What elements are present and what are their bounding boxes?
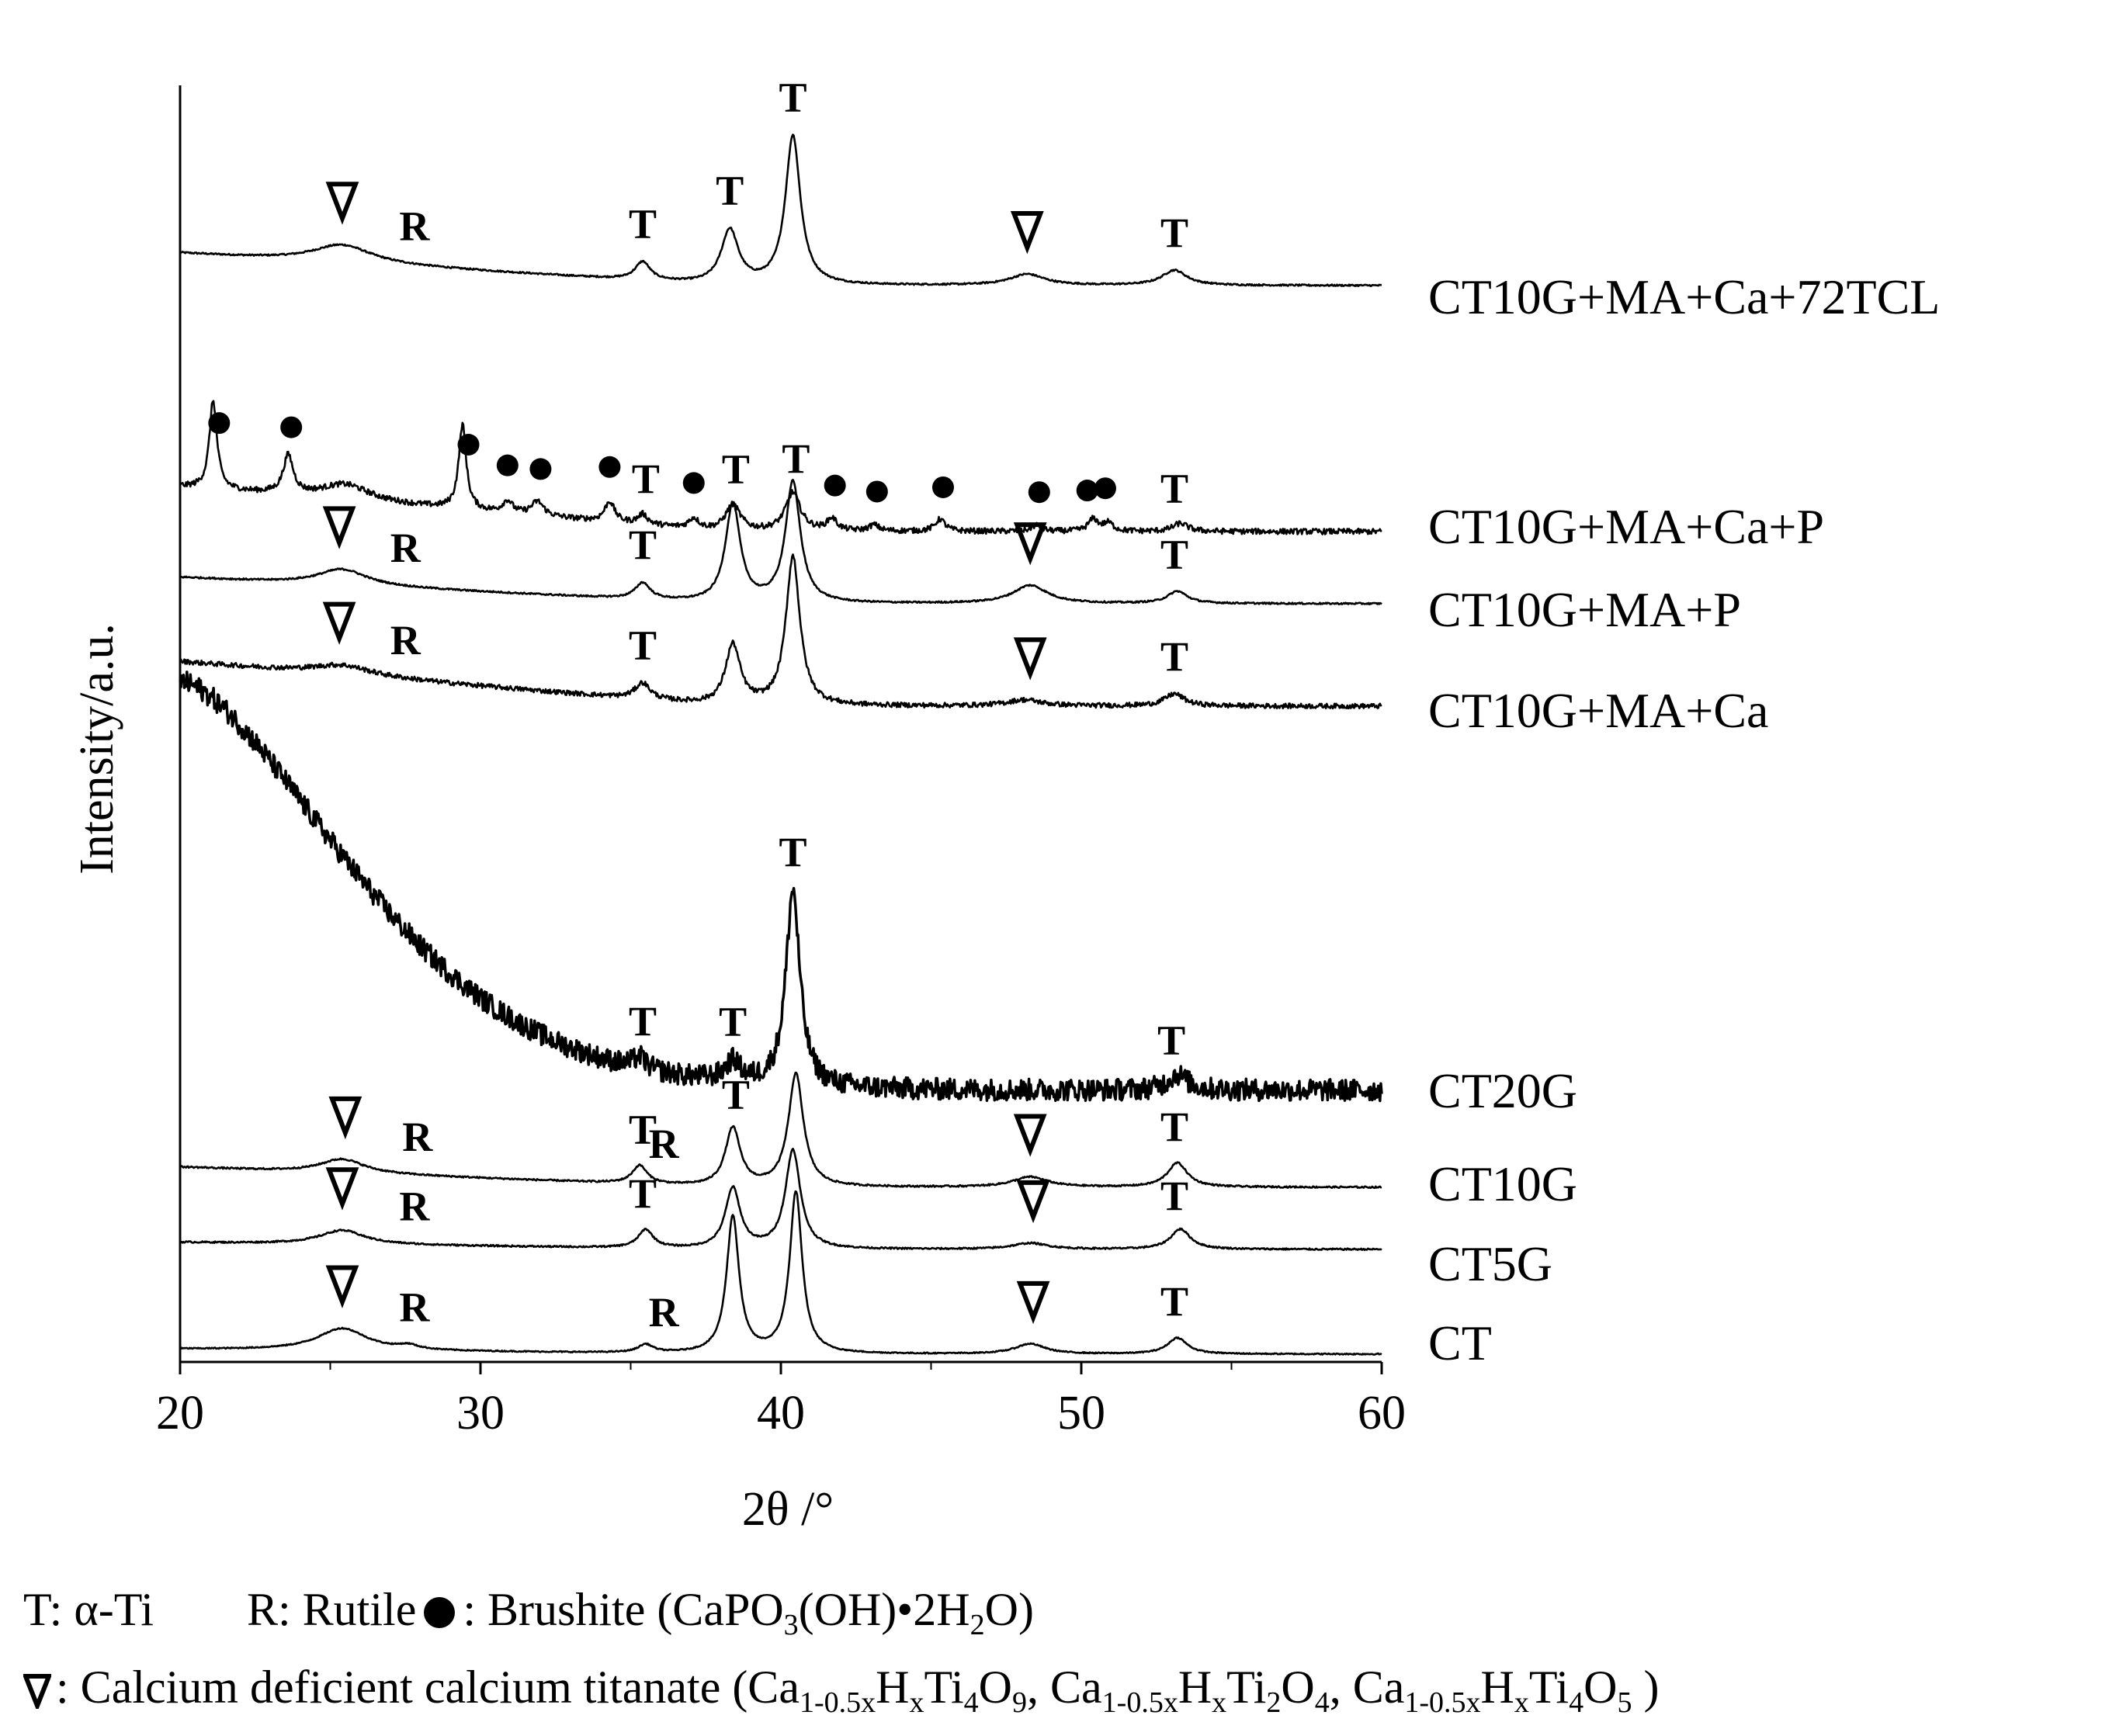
- brushite-dot-marker: [1094, 477, 1116, 500]
- series-label: CT10G+MA+Ca: [1428, 683, 1768, 738]
- titanate-triangle-marker: [325, 1265, 359, 1308]
- peak-marker-t: T: [1160, 1173, 1188, 1219]
- titanate-triangle-marker: [328, 1096, 362, 1140]
- brushite-dot-marker: [496, 454, 519, 476]
- peak-marker-r: R: [649, 1121, 680, 1167]
- peak-marker-r: R: [399, 203, 430, 249]
- brushite-dot-marker: [1076, 480, 1098, 502]
- x-tick-label: 50: [1057, 1387, 1105, 1440]
- series-label: CT20G: [1428, 1063, 1577, 1118]
- peak-marker-t: T: [1160, 1278, 1188, 1325]
- axes: 20 30 40 50 60: [156, 85, 1406, 1440]
- peak-marker-t: T: [629, 1170, 657, 1217]
- peak-marker-t: T: [779, 74, 806, 120]
- brushite-dot-marker: [208, 412, 231, 435]
- titanate-triangle-marker: [1013, 522, 1047, 566]
- peak-marker-t: T: [722, 1072, 750, 1118]
- brushite-dot-marker: [529, 458, 552, 480]
- peak-marker-t: T: [1157, 1017, 1185, 1064]
- brushite-dot-marker: [280, 416, 303, 438]
- brushite-dot-marker: [865, 480, 888, 503]
- series-line-1: [179, 400, 1382, 535]
- peak-marker-t: T: [629, 998, 657, 1045]
- brushite-dot-marker: [824, 474, 846, 497]
- titanate-triangle-icon: [23, 1674, 51, 1709]
- peak-marker-t: T: [1160, 532, 1188, 578]
- titanate-triangle-marker: [322, 506, 356, 549]
- brushite-dot-icon: [424, 1597, 456, 1628]
- peak-marker-r: R: [390, 617, 421, 664]
- peak-marker-t: T: [779, 829, 806, 875]
- series-label: CT5G: [1428, 1236, 1552, 1291]
- series-label: CT: [1428, 1315, 1492, 1370]
- titanate-triangle-marker: [1016, 1180, 1050, 1224]
- peak-marker-r: R: [402, 1114, 433, 1160]
- titanate-triangle-marker: [325, 1167, 359, 1211]
- y-axis-label: Intensity/a.u.: [71, 623, 123, 875]
- peak-marker-t: T: [629, 521, 657, 568]
- titanate-triangle-marker: [1016, 1280, 1050, 1325]
- peak-marker-t: T: [1160, 1104, 1188, 1150]
- titanate-triangle-marker: [322, 601, 356, 645]
- series-line-0: [179, 133, 1382, 287]
- peak-marker-t: T: [716, 167, 744, 213]
- peak-marker-t: T: [782, 435, 810, 482]
- peak-marker-t: T: [629, 622, 657, 668]
- series-labels: CT10G+MA+Ca+72TCL CT10G+MA+Ca+P CT10G+MA+P…: [1428, 269, 1940, 1370]
- x-axis-label: 2θ /°: [742, 1483, 834, 1536]
- x-tick-label: 30: [456, 1387, 505, 1440]
- legend-titanate: : Calcium deficient calcium titanate (Ca…: [56, 1662, 1660, 1719]
- brushite-dot-marker: [682, 472, 705, 494]
- series-line-5: [179, 1071, 1382, 1190]
- series-line-3: [179, 553, 1382, 710]
- brushite-dot-marker: [1028, 481, 1050, 504]
- titanate-triangle-marker: [325, 182, 359, 225]
- series-label: CT10G+MA+Ca+P: [1428, 499, 1824, 554]
- peak-marker-t: T: [719, 999, 747, 1045]
- titanate-triangle-marker: [1010, 211, 1044, 255]
- peak-marker-t: T: [1160, 633, 1188, 680]
- peak-marker-r: R: [399, 1284, 430, 1331]
- peak-marker-t: T: [722, 446, 750, 493]
- series-line-2: [179, 478, 1382, 606]
- series-line-6: [179, 1148, 1382, 1252]
- titanate-triangle-marker: [1013, 1114, 1047, 1157]
- peak-marker-t: T: [632, 456, 660, 502]
- peak-marker-t: T: [629, 1107, 657, 1153]
- brushite-dot-marker: [931, 476, 954, 498]
- peak-marker-r: R: [649, 1289, 680, 1336]
- x-tick-label: 20: [156, 1387, 204, 1440]
- legend-line-2: : Calcium deficient calcium titanate (Ca…: [23, 1661, 1659, 1720]
- series-line-4: [179, 670, 1383, 1103]
- x-tick-label: 40: [757, 1387, 805, 1440]
- series-group: [179, 133, 1383, 1356]
- series-label: CT10G+MA+P: [1428, 582, 1741, 637]
- peak-marker-t: T: [1160, 210, 1188, 256]
- x-tick-label: 60: [1358, 1387, 1406, 1440]
- titanate-triangle-marker: [1013, 637, 1047, 681]
- brushite-dot-marker: [598, 456, 621, 478]
- series-label: CT10G+MA+Ca+72TCL: [1428, 269, 1940, 324]
- peak-marker-r: R: [390, 525, 421, 571]
- peak-marker-r: R: [399, 1183, 430, 1229]
- peak-marker-t: T: [629, 201, 657, 248]
- legend-r: R: Rutile: [246, 1584, 417, 1635]
- legend-line-1: T: α-Ti R: Rutile : Brushite (CaPO3(OH)•2H…: [23, 1583, 1034, 1642]
- peak-marker-t: T: [1160, 466, 1188, 512]
- legend-brushite: : Brushite (CaPO3(OH)•2H2O): [463, 1584, 1034, 1641]
- series-label: CT10G: [1428, 1156, 1577, 1211]
- legend-t: T: α-Ti: [23, 1584, 154, 1635]
- series-line-7: [179, 1190, 1382, 1356]
- brushite-dot-marker: [457, 434, 480, 456]
